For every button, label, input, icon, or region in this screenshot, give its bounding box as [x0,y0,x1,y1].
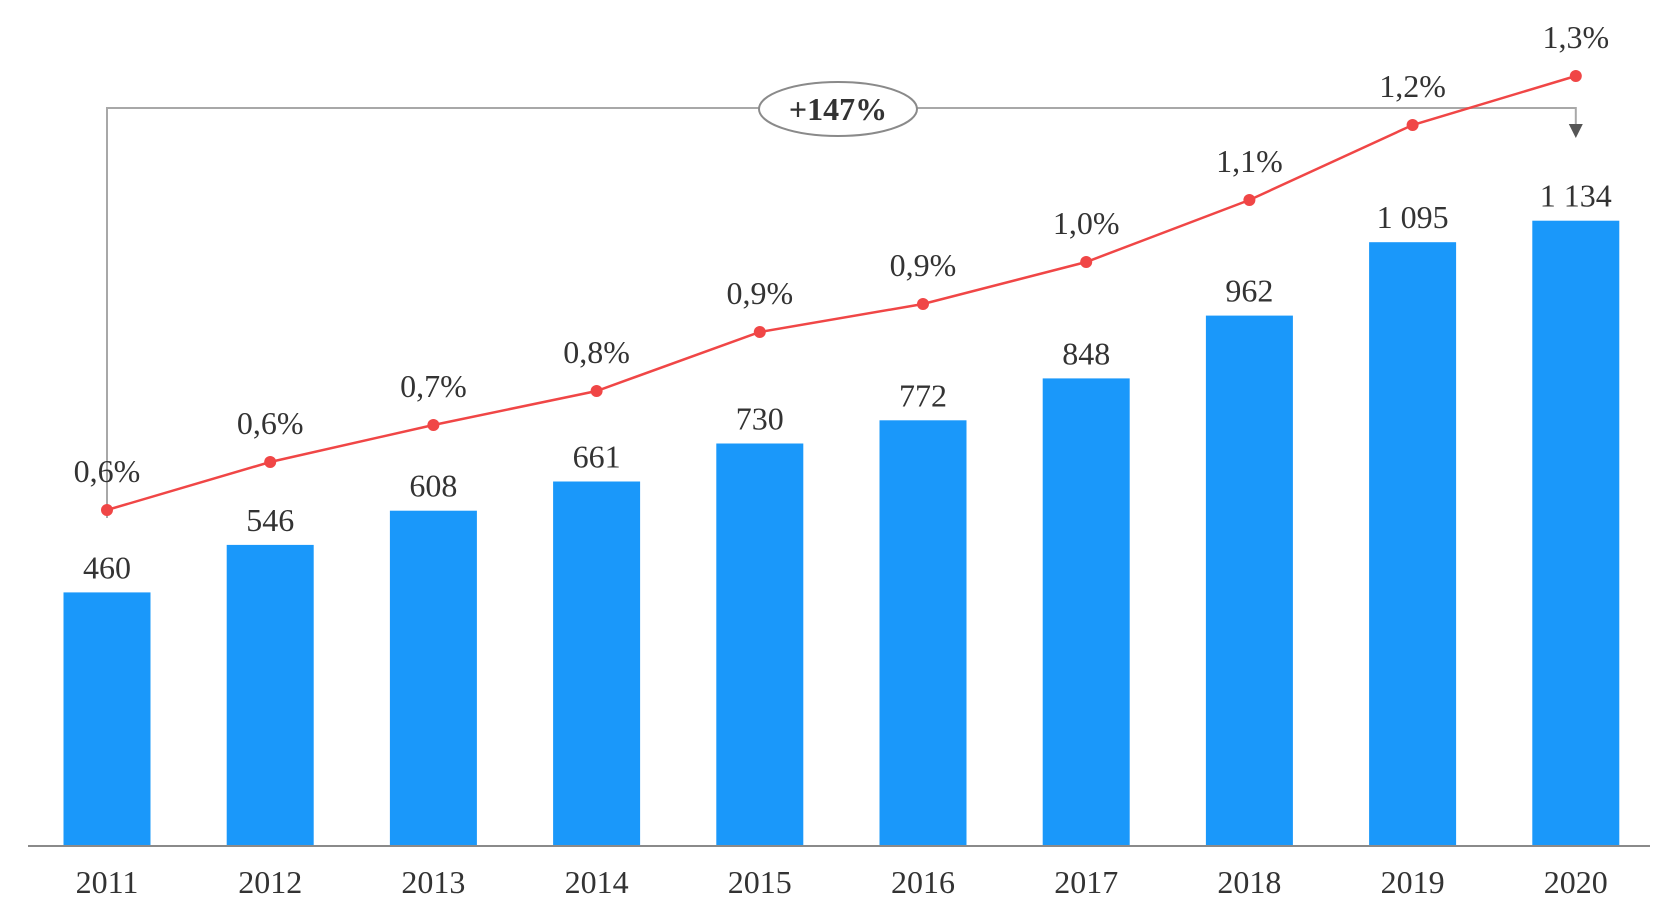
percent-point-2011 [101,504,113,516]
bar-value-label-2016: 772 [899,377,947,413]
percent-point-2012 [264,456,277,468]
x-tick-label-2016: 2016 [891,864,955,900]
percent-line [106,74,1577,512]
x-tick-label-2011: 2011 [76,864,139,900]
growth-bracket [106,107,1577,518]
bar-2014 [553,481,641,846]
bar-2011 [63,592,151,846]
bars-layer [63,220,1620,847]
bar-value-label-2013: 608 [409,468,457,504]
x-tick-label-2018: 2018 [1217,864,1281,900]
bar-2017 [1042,378,1130,846]
bar-2013 [389,510,477,846]
growth-ellipse [758,81,918,137]
percent-label-2016: 0,9% [890,247,957,283]
labels-layer: 460 546 608 661 730 772 848 962 1 095 1 134 0,6% 0,… [74,19,1612,585]
bar-value-label-2014: 661 [573,439,621,475]
bar-value-label-2015: 730 [736,401,784,437]
percent-label-2013: 0,7% [400,368,467,404]
bar-value-label-2017: 848 [1062,335,1110,371]
bar-value-label-2012: 546 [246,502,294,538]
x-axis: 2011 2012 2013 2014 2015 2016 2017 2018 2019 2020 [28,845,1650,900]
percent-label-2018: 1,1% [1216,143,1283,179]
bar-2019 [1369,242,1457,846]
x-tick-label-2015: 2015 [728,864,792,900]
percent-label-2017: 1,0% [1053,205,1120,241]
percent-line-layer [101,70,1582,516]
percent-point-2019 [1406,119,1419,131]
x-tick-label-2019: 2019 [1381,864,1445,900]
x-tick-label-2017: 2017 [1054,864,1118,900]
x-tick-label-2020: 2020 [1544,864,1608,900]
bar-2012 [226,544,314,846]
x-tick-label-2013: 2013 [401,864,465,900]
bar-2020 [1532,220,1620,846]
percent-label-2012: 0,6% [237,405,304,441]
bar-value-label-2020: 1 134 [1540,178,1612,214]
growth-label: +147% [789,91,887,127]
percent-label-2020: 1,3% [1542,19,1609,55]
x-tick-label-2012: 2012 [238,864,302,900]
bar-2015 [716,443,804,846]
percent-point-2016 [917,298,929,310]
percent-label-2019: 1,2% [1379,68,1446,104]
bar-2016 [879,420,967,846]
bar-value-label-2018: 962 [1225,273,1273,309]
percent-label-2015: 0,9% [726,275,793,311]
percent-point-2018 [1243,194,1256,206]
percent-point-2017 [1080,256,1093,268]
x-tick-label-2014: 2014 [565,864,629,900]
bar-2018 [1205,315,1293,847]
bar-value-label-2011: 460 [83,549,131,585]
percent-point-2013 [427,419,440,431]
percent-label-2011: 0,6% [74,453,141,489]
percent-point-2020 [1569,70,1582,82]
bar-value-label-2019: 1 095 [1377,199,1449,235]
growth-arrowhead [1568,124,1583,138]
growth-annotation: +147% [106,81,1583,518]
percent-label-2014: 0,8% [563,334,630,370]
percent-point-2014 [590,385,603,397]
percent-point-2015 [753,326,766,338]
